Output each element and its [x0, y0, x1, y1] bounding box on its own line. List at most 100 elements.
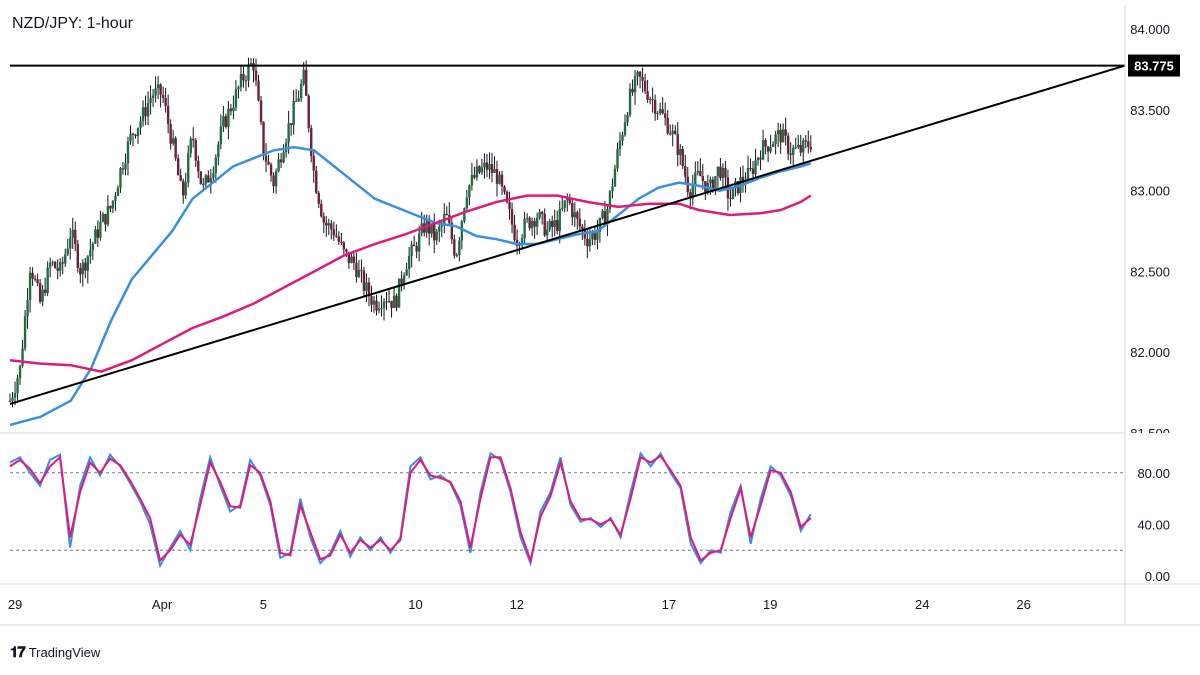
brand-name: TradingView — [28, 645, 101, 660]
candle-body — [648, 99, 652, 101]
candle-body — [232, 107, 235, 112]
candle-body — [540, 211, 544, 214]
candle-body — [229, 108, 233, 112]
candle-body — [312, 155, 315, 171]
candle-body — [548, 220, 551, 230]
candle-body — [164, 97, 167, 107]
candle-body — [724, 167, 727, 178]
candle-body — [74, 229, 77, 245]
candle-body — [651, 99, 654, 101]
candle-body — [623, 122, 627, 135]
candle-body — [207, 175, 210, 183]
candle-body — [571, 202, 574, 218]
candle-body — [227, 108, 230, 127]
candle-body — [136, 127, 140, 137]
candle-body — [397, 278, 401, 308]
candle-body — [766, 146, 770, 152]
candle-body — [473, 174, 476, 178]
candle-body — [621, 134, 624, 141]
candle-body — [257, 80, 260, 101]
candle-body — [320, 203, 323, 217]
candle-body — [525, 217, 529, 220]
price-tick-label: 84.000 — [1130, 22, 1170, 37]
candle-body — [64, 254, 67, 264]
candle-body — [417, 233, 421, 252]
rising-trendline — [9, 64, 1126, 405]
candle-body — [18, 365, 22, 379]
candle-body — [149, 97, 152, 104]
candle-body — [194, 140, 197, 161]
candle-body — [430, 224, 433, 234]
candle-body — [485, 162, 489, 170]
price-tick-label: 81.500 — [1130, 426, 1170, 441]
candle-body — [568, 197, 571, 203]
candle-body — [603, 211, 607, 224]
candle-body — [415, 246, 418, 252]
time-tick-label: 26 — [1016, 597, 1030, 612]
candle-body — [71, 229, 74, 238]
candle-body — [41, 289, 44, 302]
candle-body — [764, 140, 767, 147]
candle-body — [503, 186, 506, 192]
price-tick-label: 83.500 — [1130, 103, 1170, 118]
candle-body — [784, 129, 787, 136]
candle-body — [681, 149, 684, 167]
candle-body — [749, 167, 752, 169]
slow-moving-average-line — [9, 194, 812, 373]
candle-body — [505, 191, 509, 203]
stoch-k-line — [9, 451, 812, 569]
candle-body — [43, 289, 47, 294]
candle-body — [711, 179, 715, 191]
candle-body — [139, 121, 142, 128]
candle-body — [224, 116, 228, 127]
candle-body — [468, 185, 471, 198]
candle-body — [771, 143, 775, 147]
candle-body — [596, 232, 599, 240]
candle-body — [189, 138, 192, 154]
candle-body — [89, 249, 92, 257]
candle-body — [59, 262, 62, 271]
candle-body — [746, 167, 750, 183]
candle-body — [581, 226, 584, 230]
candles-layer — [8, 57, 812, 408]
candle-body — [302, 69, 305, 84]
candle-body — [387, 300, 391, 302]
candle-body — [761, 140, 765, 160]
candle-body — [405, 269, 408, 276]
current-price-label: 83.775 — [1134, 59, 1174, 74]
tradingview-branding[interactable]: 𝟏𝟕 TradingView — [10, 644, 100, 661]
candle-body — [380, 308, 383, 310]
candle-body — [696, 170, 700, 173]
candle-body — [493, 168, 496, 173]
candle-body — [646, 91, 649, 100]
candle-body — [412, 244, 416, 247]
candle-body — [31, 272, 34, 279]
candle-body — [287, 123, 290, 143]
price-tick-label: 83.000 — [1130, 184, 1170, 199]
candle-body — [171, 138, 175, 144]
candle-body — [721, 167, 725, 179]
candle-body — [76, 244, 79, 269]
candle-body — [156, 84, 160, 89]
candle-body — [274, 171, 278, 187]
candle-body — [385, 301, 388, 303]
candle-body — [340, 241, 343, 243]
candle-body — [658, 109, 662, 114]
candle-body — [234, 89, 238, 108]
candle-body — [101, 213, 105, 222]
candle-body — [96, 229, 100, 238]
stochastic-layer — [9, 451, 812, 569]
candle-body — [395, 295, 398, 308]
candle-body — [315, 170, 318, 193]
candle-body — [277, 159, 280, 172]
candle-body — [638, 71, 642, 77]
candle-body — [495, 168, 499, 184]
candle-body — [538, 211, 541, 218]
candle-body — [465, 197, 469, 209]
candle-body — [799, 145, 802, 153]
candle-body — [254, 70, 258, 81]
candle-body — [337, 236, 341, 242]
candle-body — [377, 308, 381, 311]
candle-body — [176, 158, 180, 176]
